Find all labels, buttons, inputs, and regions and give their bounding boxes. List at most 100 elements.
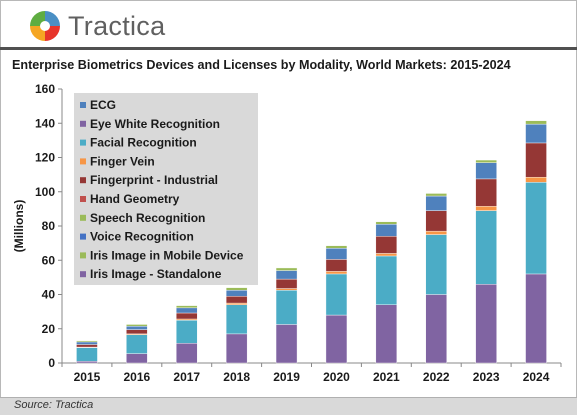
legend-label: Hand Geometry	[90, 192, 180, 206]
legend-swatch	[80, 158, 86, 165]
bar-segment	[425, 210, 447, 232]
legend-label: Eye White Recognition	[90, 117, 220, 131]
bar-segment	[325, 248, 348, 260]
bar-segment	[325, 271, 348, 275]
legend-label: Iris Image - Standalone	[90, 267, 222, 281]
y-tick-label: 80	[42, 219, 56, 233]
bar-segment	[225, 302, 248, 305]
bar-segment	[126, 329, 148, 335]
bar-segment	[176, 319, 198, 344]
bar-segment	[76, 347, 98, 362]
bar-segment	[325, 245, 348, 249]
legend-swatch	[80, 196, 86, 202]
bar-segment	[425, 195, 447, 211]
bar-segment	[475, 284, 497, 364]
header-divider	[0, 47, 577, 50]
bar-segment	[525, 176, 547, 183]
bar-segment	[375, 236, 398, 254]
bar-segment	[375, 224, 398, 237]
x-tick-label: 2020	[323, 370, 350, 384]
bar-segment	[176, 343, 198, 364]
bar-segment	[225, 333, 248, 364]
bar-segment	[325, 314, 348, 364]
bar-segment	[325, 259, 348, 272]
brand-logo: Tractica	[28, 6, 165, 46]
bar-segment	[76, 344, 98, 348]
x-tick-label: 2017	[173, 370, 200, 384]
bar-segment	[225, 296, 248, 304]
source-note: Source: Tractica	[14, 399, 94, 411]
bar-segment	[275, 290, 298, 325]
bar-segment	[525, 123, 547, 144]
bar-segment	[475, 159, 497, 163]
legend-swatch	[80, 102, 86, 108]
x-tick-label: 2023	[473, 370, 500, 384]
bar-segment	[126, 334, 148, 354]
legend-swatch	[80, 233, 86, 240]
bar-segment	[375, 221, 398, 225]
bar-segment	[275, 324, 298, 364]
legend-swatch	[80, 271, 86, 278]
bar-segment	[425, 230, 447, 235]
y-tick-label: 20	[42, 322, 56, 336]
y-tick-label: 120	[35, 151, 55, 165]
legend-label: Voice Recognition	[90, 230, 194, 244]
footer-bar: Source: Tractica	[0, 397, 577, 415]
brand-name: Tractica	[68, 10, 166, 41]
x-tick-label: 2018	[223, 370, 250, 384]
bar-segment	[375, 253, 398, 257]
bar-segment	[126, 325, 148, 330]
bar-segment	[475, 162, 497, 180]
y-tick-label: 100	[35, 185, 55, 199]
legend-label: Fingerprint - Industrial	[90, 173, 218, 187]
bar-segment	[76, 361, 98, 364]
bar-segment	[275, 288, 298, 291]
bar-segment	[475, 178, 497, 207]
bar-segment	[176, 307, 198, 314]
legend-label: Finger Vein	[90, 154, 155, 168]
x-tick-label: 2019	[273, 370, 300, 384]
bar-segment	[176, 312, 198, 320]
bar-segment	[275, 270, 298, 280]
tractica-swirl-logo-icon	[30, 11, 60, 41]
legend-swatch	[80, 120, 86, 127]
chart-title: Enterprise Biometrics Devices and Licens…	[12, 58, 511, 72]
bar-segment	[375, 255, 398, 305]
bar-segment	[425, 294, 447, 364]
legend-label: Iris Image in Mobile Device	[90, 248, 244, 262]
x-tick-label: 2016	[123, 370, 150, 384]
bar-segment	[76, 341, 98, 345]
bar-segment	[425, 234, 447, 295]
legend-box	[74, 93, 258, 285]
bar-segment	[76, 340, 98, 343]
x-tick-label: 2015	[74, 370, 101, 384]
x-tick-label: 2024	[523, 370, 550, 384]
bar-segment	[126, 353, 148, 364]
bar-segment	[525, 273, 547, 364]
y-tick-label: 60	[42, 253, 56, 267]
x-tick-label: 2022	[423, 370, 450, 384]
y-tick-label: 0	[48, 356, 55, 370]
legend-swatch	[80, 139, 86, 146]
legend-swatch	[80, 214, 86, 221]
bar-segment	[325, 273, 348, 316]
bar-segment	[225, 304, 248, 335]
y-tick-label: 40	[42, 288, 56, 302]
bar-segment	[425, 193, 447, 197]
bar-segment	[275, 278, 298, 289]
legend-swatch	[80, 177, 86, 184]
legend-label: Speech Recognition	[90, 211, 205, 225]
bar-segment	[525, 182, 547, 275]
x-tick-label: 2021	[373, 370, 400, 384]
y-tick-label: 140	[35, 116, 55, 130]
legend-swatch	[80, 252, 86, 259]
legend-label: ECG	[90, 98, 116, 112]
bar-segment	[275, 267, 298, 271]
bar-segment	[225, 290, 248, 297]
bar-segment	[475, 210, 497, 285]
bar-segment	[525, 120, 547, 125]
bar-segment	[525, 142, 547, 178]
bar-segment	[126, 324, 148, 327]
y-tick-label: 160	[35, 82, 55, 96]
